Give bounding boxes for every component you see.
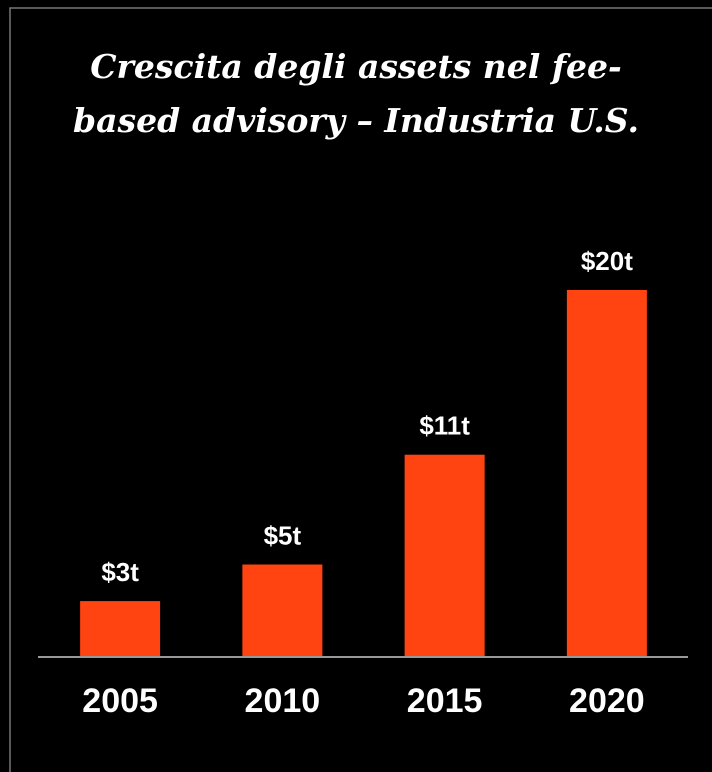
x-tick-label: 2005 [82,682,158,720]
x-tick-label: 2015 [407,682,483,720]
value-label: $3t [101,557,139,587]
value-label: $11t [419,411,470,441]
bar [242,564,323,656]
bar [404,454,485,656]
x-tick-label: 2020 [569,682,645,720]
frame [9,7,712,772]
value-label: $5t [264,521,302,551]
bar [566,290,647,656]
chart-title: Crescita degli assets nel fee-based advi… [73,47,639,140]
bar [80,601,161,656]
x-tick-label: 2010 [245,682,321,720]
value-label: $20t [581,246,633,276]
